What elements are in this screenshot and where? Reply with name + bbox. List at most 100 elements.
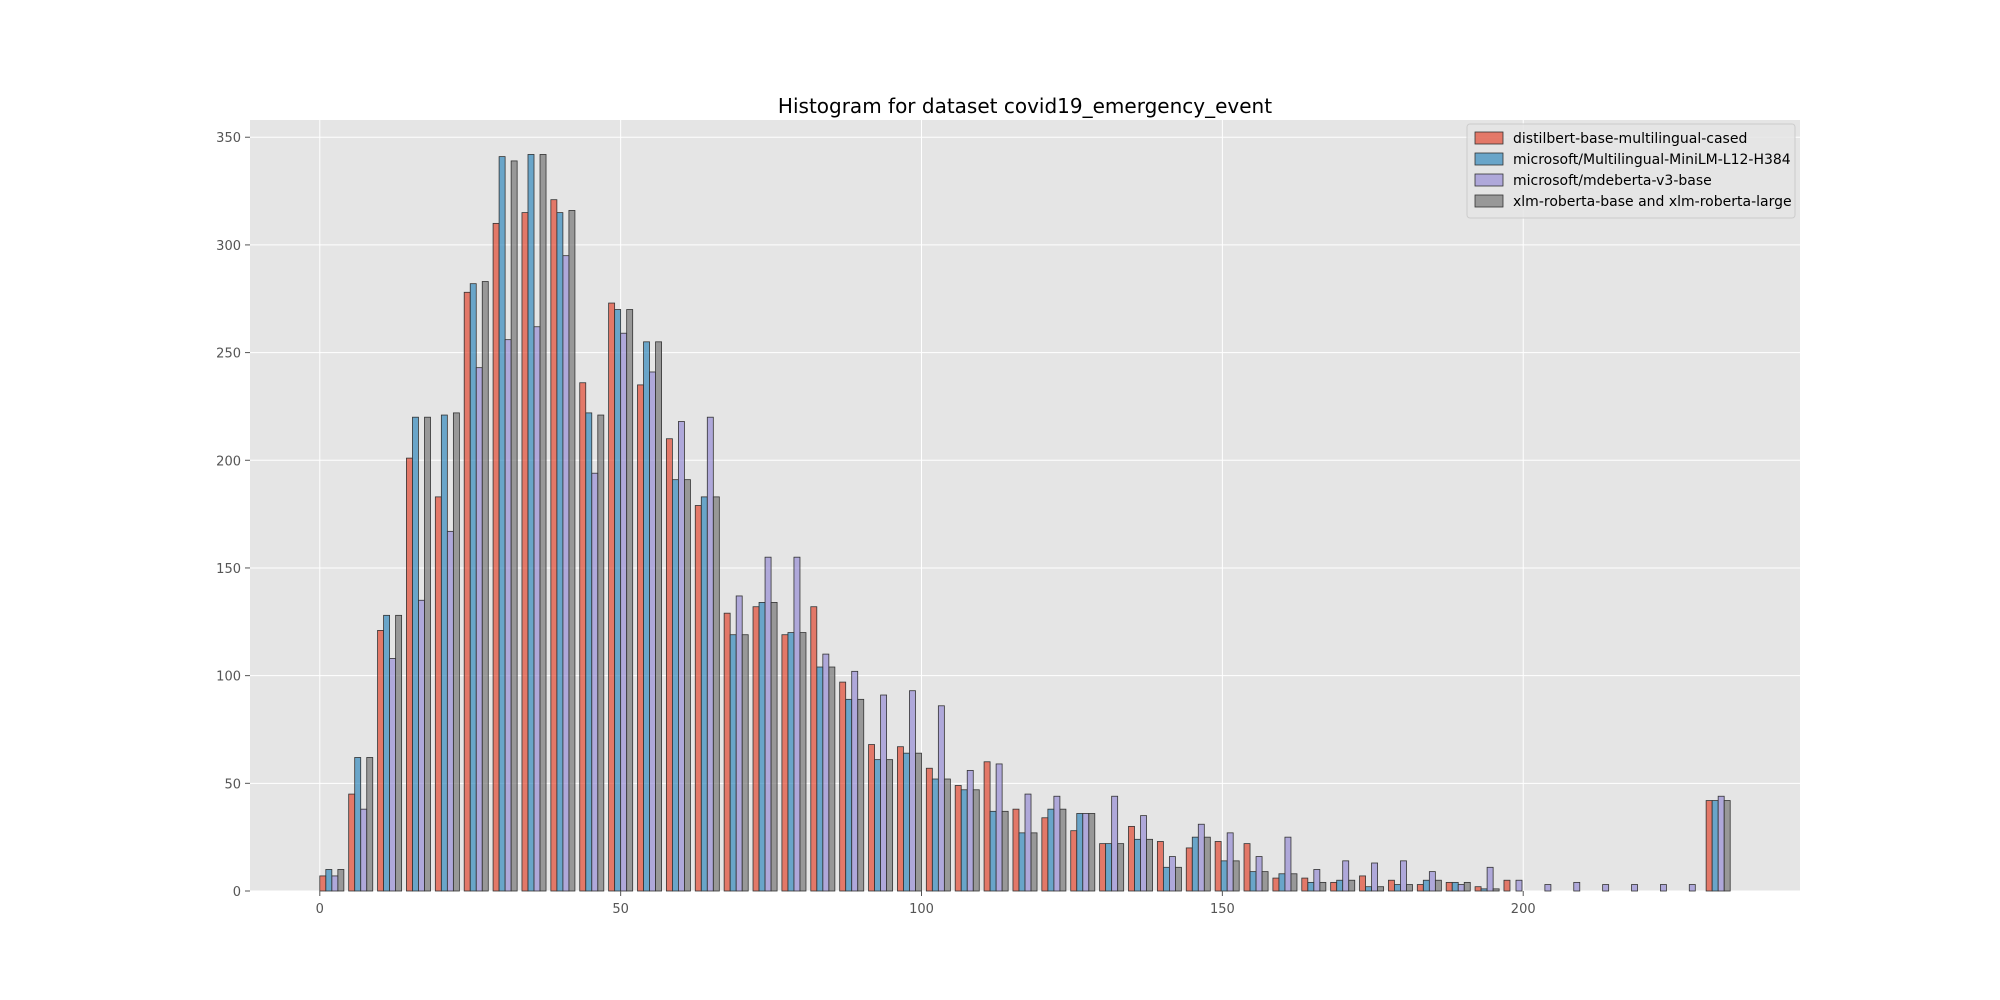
histogram-bar: [1301, 877, 1309, 892]
y-tick-label: 250: [216, 347, 241, 362]
histogram-bar: [1717, 795, 1725, 892]
histogram-bar: [1220, 860, 1228, 892]
histogram-bar: [723, 612, 731, 892]
histogram-bar: [828, 666, 836, 892]
histogram-bar: [1278, 873, 1286, 892]
histogram-bar: [424, 416, 431, 892]
histogram-bar: [700, 496, 708, 892]
histogram-bar: [915, 752, 922, 892]
x-axis-ticks: 0 50 100 150 200: [316, 891, 1536, 917]
histogram-bar: [337, 869, 345, 892]
histogram-bar: [354, 757, 362, 892]
histogram-bar: [1400, 860, 1407, 892]
histogram-bar: [539, 154, 547, 892]
histogram-bar: [1711, 800, 1719, 892]
histogram-bar: [1330, 881, 1338, 892]
y-tick-label: 150: [216, 562, 241, 577]
histogram-bar: [1348, 879, 1356, 892]
histogram-bar: [1422, 879, 1430, 892]
histogram-bar: [1105, 843, 1113, 892]
histogram-bar: [1162, 866, 1170, 892]
histogram-bar: [608, 302, 616, 892]
histogram-bar: [597, 414, 605, 892]
histogram-bar: [729, 634, 737, 892]
legend-label: microsoft/mdeberta-v3-base: [1513, 173, 1712, 189]
histogram-bar: [1336, 879, 1344, 892]
y-tick-label: 300: [216, 239, 241, 254]
histogram-bar: [591, 472, 599, 892]
histogram-bar: [1059, 808, 1067, 892]
histogram-bar: [735, 595, 743, 892]
histogram-bar: [655, 341, 662, 892]
histogram-bar: [671, 479, 679, 892]
histogram-bar: [931, 778, 939, 892]
histogram-bar: [943, 778, 951, 892]
histogram-bar: [1428, 871, 1436, 892]
histogram-bar: [960, 789, 968, 892]
histogram-bar: [1255, 856, 1263, 892]
y-tick-label: 200: [216, 454, 241, 469]
histogram-bar: [1226, 832, 1234, 892]
histogram-bar: [1024, 793, 1032, 892]
chart-title: Histogram for dataset covid19_emergency_…: [778, 94, 1272, 118]
histogram-bar: [903, 752, 910, 892]
histogram-bar: [1377, 886, 1385, 892]
histogram-bar: [1319, 881, 1327, 892]
histogram-bar: [954, 785, 962, 892]
histogram-bar: [764, 556, 772, 892]
legend-swatch: [1474, 152, 1504, 166]
histogram-bar: [1388, 879, 1395, 892]
histogram-bar: [1088, 813, 1096, 892]
histogram-bar: [1175, 866, 1182, 892]
y-axis-ticks: 0 50 100 150 200 250 300 350: [216, 131, 250, 900]
legend-swatch: [1474, 194, 1504, 208]
histogram-bar: [562, 255, 570, 892]
histogram-bar: [348, 793, 356, 892]
histogram-bar: [983, 761, 991, 892]
histogram-bar: [1243, 843, 1251, 892]
histogram-bar: [1099, 843, 1107, 892]
histogram-bar: [1290, 873, 1298, 892]
histogram-bar: [492, 222, 500, 892]
histogram-bar: [1070, 830, 1078, 892]
histogram-bar: [1486, 866, 1494, 892]
histogram-bar: [331, 875, 339, 892]
histogram-bar: [1047, 808, 1055, 892]
histogram-bar: [1492, 888, 1500, 892]
histogram-bar: [643, 341, 650, 892]
y-tick-label: 100: [216, 670, 241, 685]
histogram-bar: [325, 869, 333, 892]
histogram-bar: [366, 757, 374, 892]
histogram-bar: [874, 759, 881, 892]
histogram-bar: [995, 763, 1003, 892]
histogram-bar: [360, 808, 368, 892]
histogram-bar: [1313, 869, 1321, 892]
histogram-bar: [1394, 884, 1401, 892]
histogram-bar: [897, 746, 904, 892]
histogram-bar: [1134, 838, 1141, 892]
histogram-bar: [510, 160, 518, 892]
histogram-bar: [1146, 838, 1153, 892]
legend-label: xlm-roberta-base and xlm-roberta-large: [1513, 194, 1792, 210]
histogram-bar: [568, 210, 576, 892]
histogram-bar: [758, 602, 766, 892]
x-tick-label: 0: [316, 902, 324, 917]
histogram-bar: [1434, 879, 1442, 892]
histogram-bar: [1082, 813, 1090, 892]
histogram-bar: [556, 212, 564, 892]
legend: distilbert-base-multilingual-cased micros…: [1466, 123, 1796, 219]
histogram-bar: [1573, 881, 1581, 892]
histogram-bar: [1185, 847, 1193, 892]
x-tick-label: 200: [1511, 902, 1536, 917]
histogram-bar: [1272, 877, 1280, 892]
histogram-bar: [1156, 841, 1164, 892]
histogram-bar: [816, 666, 824, 892]
legend-box: [1466, 123, 1796, 219]
histogram-bar: [412, 416, 419, 892]
histogram-bar: [446, 530, 454, 892]
histogram-bar: [377, 630, 384, 892]
histogram-bar: [1660, 884, 1667, 892]
histogram-bar: [684, 479, 691, 892]
histogram-bar: [1451, 881, 1459, 892]
histogram-bar: [1688, 884, 1696, 892]
